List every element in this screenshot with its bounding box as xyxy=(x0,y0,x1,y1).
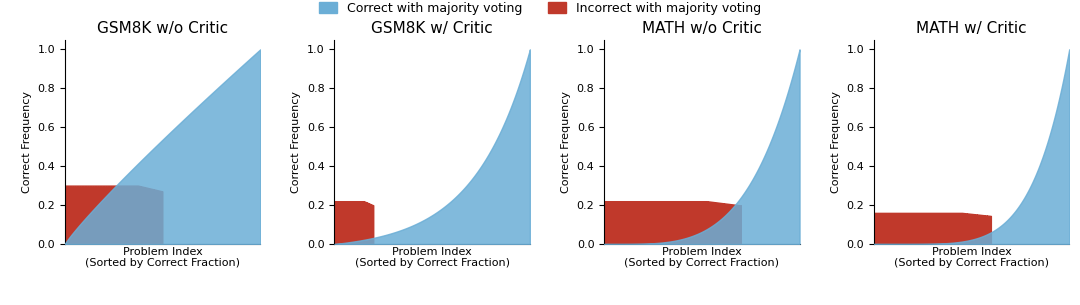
Y-axis label: Correct Frequency: Correct Frequency xyxy=(562,91,571,193)
Legend: Correct with majority voting, Incorrect with majority voting: Correct with majority voting, Incorrect … xyxy=(313,0,767,20)
Title: GSM8K w/ Critic: GSM8K w/ Critic xyxy=(372,21,494,36)
Y-axis label: Correct Frequency: Correct Frequency xyxy=(22,91,31,193)
Title: MATH w/o Critic: MATH w/o Critic xyxy=(642,21,761,36)
X-axis label: Problem Index
(Sorted by Correct Fraction): Problem Index (Sorted by Correct Fractio… xyxy=(85,247,240,268)
X-axis label: Problem Index
(Sorted by Correct Fraction): Problem Index (Sorted by Correct Fractio… xyxy=(354,247,510,268)
X-axis label: Problem Index
(Sorted by Correct Fraction): Problem Index (Sorted by Correct Fractio… xyxy=(624,247,780,268)
Title: GSM8K w/o Critic: GSM8K w/o Critic xyxy=(97,21,228,36)
Title: MATH w/ Critic: MATH w/ Critic xyxy=(916,21,1027,36)
X-axis label: Problem Index
(Sorted by Correct Fraction): Problem Index (Sorted by Correct Fractio… xyxy=(894,247,1049,268)
Y-axis label: Correct Frequency: Correct Frequency xyxy=(292,91,301,193)
Y-axis label: Correct Frequency: Correct Frequency xyxy=(831,91,840,193)
